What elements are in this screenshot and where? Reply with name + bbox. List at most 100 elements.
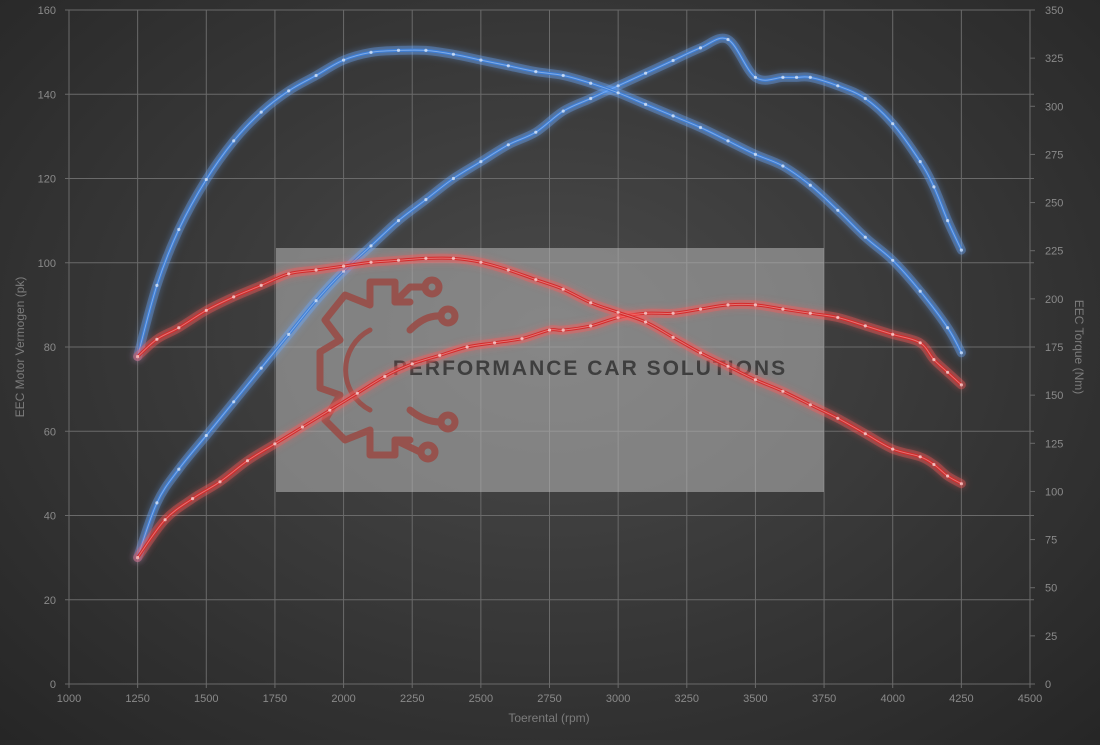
series-point [191,497,195,501]
y-right-tick-label: 250 [1045,198,1063,210]
series-point [177,227,181,232]
series-point [163,518,167,522]
y-right-tick-label: 125 [1045,438,1063,450]
series-point [781,164,785,168]
y-right-tick-label: 175 [1045,342,1063,354]
y-right-tick-label: 225 [1045,246,1063,258]
series-point [932,462,936,467]
series-point [836,84,840,88]
series-point [424,256,428,260]
y-right-tick-label: 275 [1045,149,1063,161]
series-point [410,362,414,366]
x-tick-label: 3250 [675,693,699,705]
series-point [932,185,936,189]
series-point [287,272,291,276]
series-point [671,114,675,118]
series-point [589,81,593,85]
series-point [314,268,318,272]
series-point [863,324,867,328]
series-point [300,425,304,429]
series-point [204,308,208,312]
series-point [424,48,428,53]
series-point [644,71,648,75]
x-tick-label: 1250 [125,693,149,705]
series-point [314,299,318,303]
series-point [506,143,510,147]
series-point [808,403,812,407]
series-point [369,260,373,264]
series-point [396,48,401,53]
series-point [177,467,181,471]
series-point [959,482,964,486]
series-point [136,355,140,359]
series-point [891,258,895,262]
series-point [753,152,758,156]
series-point [534,278,538,282]
series-point [451,52,455,56]
series-point [698,307,703,311]
y-left-axis-label: EEC Motor Vermogen (pk) [13,277,27,418]
series-point [177,326,181,330]
series-point [287,332,291,336]
series-point [891,122,895,126]
series-point [836,416,840,420]
series-point [808,183,812,187]
x-axis-label: Toerental (rpm) [508,711,589,725]
y-right-axis-ticks: 0 25 50 75 100 125 150 175 200 225 250 275 300 325 350 [1045,5,1063,691]
series-point [506,268,510,272]
x-tick-label: 4250 [949,693,973,705]
series-point [863,96,867,101]
series-point [616,310,620,314]
y-left-tick-label: 40 [44,511,56,523]
series-point [863,235,867,239]
series-point [918,160,922,164]
series-point [451,176,455,181]
series-point [232,295,236,299]
series-point [891,332,895,336]
series-point [918,455,922,459]
series-point [795,75,799,79]
series-point [836,208,840,212]
series-point [396,219,401,223]
series-point [534,130,538,134]
series-point [616,84,620,88]
series-point [671,335,675,339]
y-right-tick-label: 325 [1045,53,1063,65]
series-point [891,447,895,451]
series-point [273,442,277,446]
x-tick-label: 1000 [57,693,81,705]
series-point [136,556,140,560]
series-point [671,58,675,63]
y-left-tick-label: 20 [44,595,56,607]
series-point [451,256,455,260]
y-right-tick-label: 150 [1045,390,1063,402]
series-point [589,301,593,305]
series-point [781,75,785,79]
series-point [259,366,263,370]
series-point [369,50,373,55]
y-right-tick-label: 50 [1045,583,1057,595]
series-point [946,474,950,478]
series-point [808,311,812,315]
series-point [259,283,263,287]
x-tick-label: 2500 [469,693,493,705]
series-point [355,391,359,395]
x-tick-label: 2250 [400,693,424,705]
y-left-axis-ticks: 0 20 40 60 80 100 120 140 160 [38,5,56,691]
series-3 [133,253,966,489]
y-right-tick-label: 0 [1045,679,1051,691]
series-point [534,70,538,74]
series-highlight [137,37,962,558]
series-point [314,73,318,78]
series-point [616,91,620,95]
series-point [479,58,483,62]
series-point [726,139,730,143]
series-point [946,219,950,223]
series-point [204,177,208,182]
x-tick-label: 3000 [606,693,630,705]
series-point [155,337,159,341]
y-left-tick-label: 160 [38,5,56,17]
y-right-tick-label: 350 [1045,5,1063,17]
series-point [369,244,373,248]
series-point [493,341,497,345]
